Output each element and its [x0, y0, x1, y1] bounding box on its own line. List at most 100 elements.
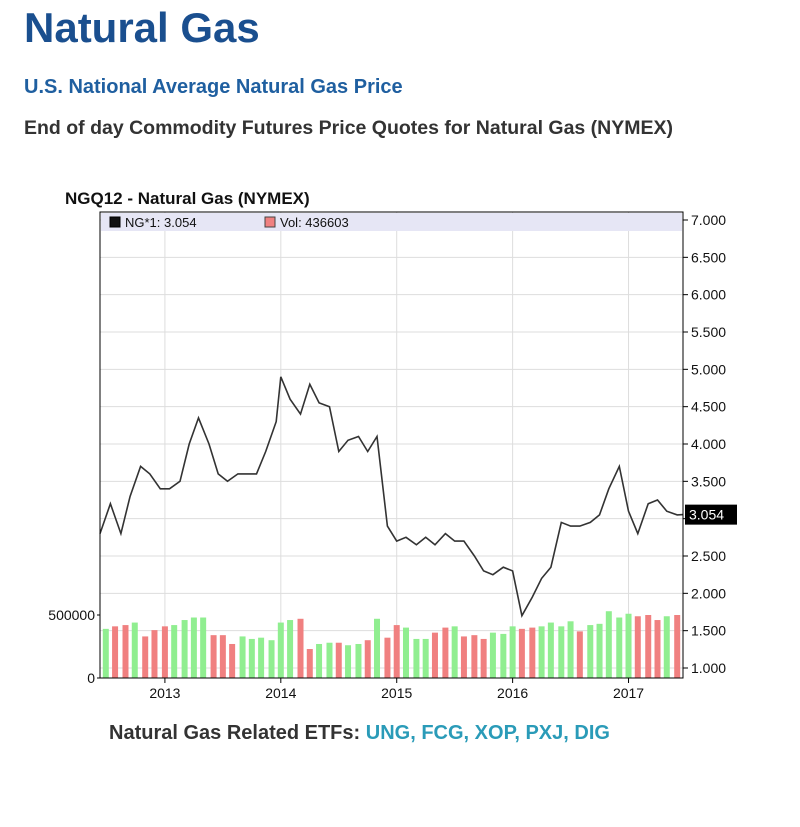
price-tick-label: 6.500: [691, 249, 726, 265]
volume-bar: [529, 627, 536, 678]
price-tick-label: 1.000: [691, 660, 726, 676]
volume-bar: [558, 626, 565, 678]
volume-bar: [442, 627, 449, 678]
x-tick-label: 2017: [613, 685, 644, 701]
volume-bar: [200, 617, 207, 678]
volume-bar: [171, 625, 178, 678]
volume-bar: [229, 643, 236, 678]
x-tick-label: 2014: [265, 685, 296, 701]
volume-bar: [364, 640, 371, 678]
etf-links: Natural Gas Related ETFs: UNG, FCG, XOP,…: [109, 722, 610, 744]
volume-bar: [161, 626, 168, 678]
price-tick-label: 2.500: [691, 548, 726, 564]
volume-bar: [142, 636, 149, 678]
legend-band: [101, 213, 682, 231]
volume-bar: [402, 627, 409, 678]
volume-bar: [181, 620, 188, 678]
volume-bar: [674, 615, 681, 678]
volume-bar: [431, 632, 438, 678]
volume-bar: [112, 626, 119, 678]
etf-link-pxj[interactable]: PXJ: [525, 722, 564, 744]
volume-bar: [210, 635, 217, 678]
volume-bar: [384, 637, 391, 678]
volume-bar: [625, 613, 632, 678]
volume-bar: [287, 620, 294, 678]
price-tick-label: 7.000: [691, 212, 726, 228]
volume-bar: [239, 636, 246, 678]
volume-bar: [471, 635, 478, 678]
volume-bar: [500, 633, 507, 678]
volume-bar: [258, 637, 265, 678]
volume-bar: [306, 649, 313, 678]
volume-bar: [645, 615, 652, 678]
volume-bar: [587, 625, 594, 678]
volume-bar: [538, 626, 545, 678]
volume-bar: [489, 632, 496, 678]
volume-bar: [480, 638, 487, 678]
price-tick-label: 2.000: [691, 585, 726, 601]
last-price-marker: [685, 504, 737, 525]
volume-bar: [374, 618, 381, 678]
volume-bar: [413, 638, 420, 678]
volume-bar: [663, 616, 670, 678]
volume-bar: [277, 622, 284, 678]
volume-bar: [654, 620, 661, 678]
volume-bar: [102, 628, 109, 678]
etf-link-fcg[interactable]: FCG: [421, 722, 464, 744]
etf-link-ung[interactable]: UNG: [365, 722, 411, 744]
legend-volume-swatch: [264, 216, 276, 228]
volume-bar: [596, 623, 603, 678]
volume-bar: [616, 617, 623, 678]
legend-price-label: NG*1: 3.054: [125, 215, 197, 230]
last-price-label: 3.054: [689, 507, 724, 523]
volume-bar: [190, 617, 197, 678]
etf-link-xop[interactable]: XOP: [474, 722, 515, 744]
price-tick-label: 1.500: [691, 623, 726, 639]
volume-bar: [248, 638, 255, 678]
page-subtitle: U.S. National Average Natural Gas Price: [24, 76, 403, 98]
volume-bar: [547, 622, 554, 678]
volume-bar: [219, 635, 226, 678]
volume-bar: [326, 642, 333, 678]
price-chart: NGQ12 - Natural Gas (NYMEX) 7.000 6.500 6.0…: [0, 180, 800, 710]
etf-link-dig[interactable]: DIG: [574, 722, 610, 744]
volume-bar: [297, 618, 304, 678]
price-tick-label: 3.500: [691, 473, 726, 489]
price-tick-label: 4.000: [691, 436, 726, 452]
etf-label: Natural Gas Related ETFs:: [109, 722, 361, 744]
volume-bar: [122, 625, 129, 678]
price-tick-label: 4.500: [691, 399, 726, 415]
volume-bar: [576, 631, 583, 678]
price-tick-label: 5.500: [691, 324, 726, 340]
volume-bar: [335, 642, 342, 678]
price-tick-label: 5.000: [691, 361, 726, 377]
price-tick-label: 6.000: [691, 287, 726, 303]
x-tick-label: 2016: [497, 685, 528, 701]
volume-bar: [393, 625, 400, 678]
volume-bar: [422, 638, 429, 678]
legend-price-swatch: [109, 216, 121, 228]
volume-bar: [634, 616, 641, 678]
volume-bar: [316, 643, 323, 678]
chart-svg: NGQ12 - Natural Gas (NYMEX) 7.000 6.500 6.0…: [48, 189, 737, 701]
volume-bar: [345, 645, 352, 678]
plot-frame: [99, 211, 684, 679]
volume-bar: [268, 640, 275, 678]
volume-bar: [509, 626, 516, 678]
volume-bar: [451, 626, 458, 678]
volume-bar: [460, 636, 467, 678]
volume-bar: [131, 622, 138, 678]
chart-title: NGQ12 - Natural Gas (NYMEX): [65, 189, 310, 208]
price-line: [99, 376, 684, 618]
volume-bar: [605, 611, 612, 678]
legend-volume-label: Vol: 436603: [280, 215, 349, 230]
volume-bar: [355, 643, 362, 678]
page-title: Natural Gas: [24, 4, 260, 51]
volume-tick-label: 500000: [48, 607, 95, 623]
volume-bar: [518, 628, 525, 678]
page-description: End of day Commodity Futures Price Quote…: [24, 117, 674, 139]
x-tick-label: 2015: [381, 685, 412, 701]
volume-bar: [151, 630, 158, 678]
volume-tick-label: 0: [87, 670, 95, 686]
volume-bar: [567, 621, 574, 678]
